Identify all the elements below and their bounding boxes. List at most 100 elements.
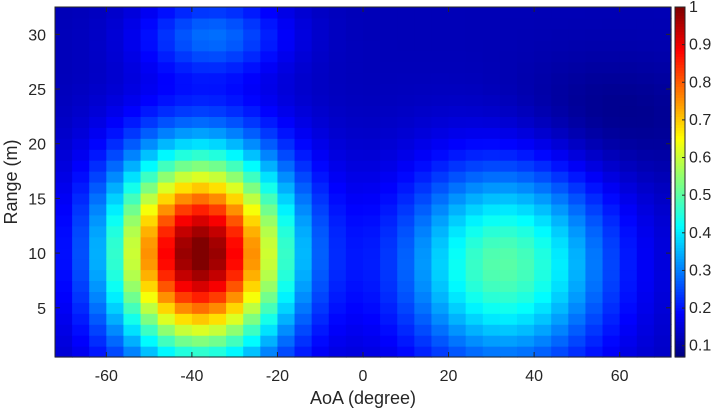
heatmap-cell — [585, 335, 604, 347]
heatmap-cells — [55, 7, 672, 358]
heatmap-cell — [260, 116, 279, 128]
colorbar-segment — [675, 220, 685, 224]
heatmap-cell — [294, 116, 313, 128]
heatmap-cell — [328, 236, 347, 249]
y-tick-label: 25 — [28, 82, 46, 99]
heatmap-cell — [277, 171, 296, 183]
heatmap-cell — [534, 182, 552, 194]
heatmap-cell — [174, 50, 193, 63]
heatmap-cell — [534, 28, 552, 41]
heatmap-cell — [397, 50, 415, 63]
heatmap-cell — [277, 192, 296, 205]
heatmap-cell — [363, 203, 381, 216]
heatmap-cell — [517, 39, 535, 52]
heatmap-cell — [226, 171, 244, 183]
heatmap-cell — [431, 214, 450, 227]
heatmap-cell — [534, 61, 552, 74]
heatmap-cell — [191, 291, 210, 303]
heatmap-cell — [397, 346, 415, 358]
heatmap-cell — [277, 149, 296, 161]
heatmap-cell — [431, 291, 450, 303]
heatmap-cell — [414, 7, 433, 19]
heatmap-cell — [226, 138, 244, 150]
heatmap-cell — [431, 346, 450, 358]
heatmap-cell — [243, 203, 261, 216]
heatmap-cell — [226, 236, 244, 249]
heatmap-cell — [653, 149, 672, 161]
heatmap-cell — [551, 192, 569, 205]
heatmap-cell — [568, 127, 587, 139]
heatmap-cell — [414, 236, 433, 249]
heatmap-cell — [277, 28, 296, 41]
colorbar-segment — [675, 157, 685, 161]
colorbar-segment — [675, 261, 685, 265]
heatmap-cell — [72, 138, 90, 150]
heatmap-cell — [123, 291, 142, 303]
heatmap-cell — [294, 192, 313, 205]
heatmap-cell — [294, 258, 313, 271]
heatmap-cell — [431, 138, 450, 150]
heatmap-cell — [517, 313, 535, 325]
heatmap-cell — [72, 236, 90, 249]
heatmap-cell — [431, 149, 450, 161]
heatmap-cell — [551, 258, 569, 271]
colorbar-segment — [675, 130, 685, 134]
heatmap-cell — [157, 17, 176, 30]
colorbar-segment — [675, 97, 685, 101]
heatmap-cell — [397, 258, 415, 271]
heatmap-cell — [140, 346, 159, 358]
heatmap-cell — [123, 236, 142, 249]
heatmap-cell — [106, 94, 125, 107]
heatmap-cell — [191, 138, 210, 150]
heatmap-cell — [328, 7, 347, 19]
heatmap-cell — [243, 225, 261, 238]
heatmap-cell — [328, 160, 347, 172]
heatmap-cell — [431, 225, 450, 238]
heatmap-cell — [619, 247, 638, 260]
colorbar-tick-label: 0.7 — [689, 112, 711, 129]
colorbar-segment — [675, 173, 685, 178]
heatmap-cell — [123, 105, 142, 117]
heatmap-cell — [311, 138, 330, 150]
heatmap-cell — [431, 94, 450, 107]
heatmap-cell — [653, 28, 672, 41]
heatmap-cell — [311, 346, 330, 358]
heatmap-cell — [174, 225, 193, 238]
heatmap-cell — [568, 105, 587, 117]
heatmap-cell — [55, 269, 73, 282]
heatmap-cell — [499, 269, 518, 282]
heatmap-cell — [191, 335, 210, 347]
heatmap-cell — [311, 269, 330, 282]
heatmap-cell — [89, 280, 107, 292]
heatmap-cell — [311, 17, 330, 30]
heatmap-cell — [106, 302, 125, 314]
heatmap-cell — [551, 203, 569, 216]
heatmap-cell — [260, 28, 279, 41]
heatmap-cell — [345, 171, 364, 183]
heatmap-cell — [328, 39, 347, 52]
heatmap-cell — [294, 138, 313, 150]
heatmap-cell — [482, 149, 501, 161]
heatmap-cell — [363, 302, 381, 314]
colorbar-frame — [674, 6, 686, 358]
heatmap-cell — [380, 160, 398, 172]
heatmap-cell — [260, 258, 279, 271]
heatmap-cell — [653, 83, 672, 96]
heatmap-cell — [157, 39, 176, 52]
heatmap-cell — [89, 291, 107, 303]
heatmap-cell — [653, 225, 672, 238]
heatmap-cell — [499, 302, 518, 314]
heatmap-cell — [260, 138, 279, 150]
heatmap-cell — [551, 247, 569, 260]
heatmap-cell — [345, 105, 364, 117]
heatmap-cell — [345, 72, 364, 85]
colorbar-axis: 0.1 0.2 0.3 0.4 0.5 0.6 0.7 0.8 0.9 1 — [682, 0, 711, 355]
heatmap-cell — [55, 171, 73, 183]
colorbar-segment — [675, 182, 685, 186]
heatmap-cell — [277, 127, 296, 139]
heatmap-cell — [191, 182, 210, 194]
heatmap-cell — [157, 313, 176, 325]
heatmap-cell — [123, 335, 142, 347]
heatmap-cell — [465, 116, 484, 128]
x-tick-label: 20 — [440, 368, 458, 385]
